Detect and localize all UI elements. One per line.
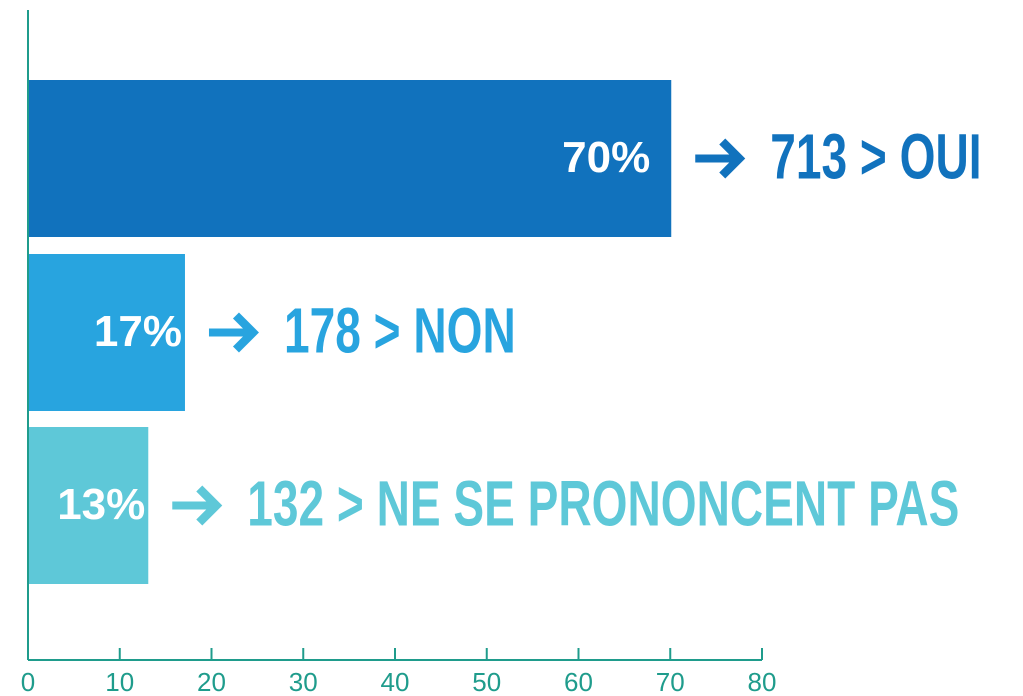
x-tick-label: 50 xyxy=(472,667,501,696)
arrow xyxy=(695,138,746,179)
x-tick-label: 80 xyxy=(748,667,777,696)
bar xyxy=(29,427,149,584)
bar xyxy=(29,254,185,411)
category-label: 178 > NON xyxy=(284,295,516,366)
x-tick-label: 20 xyxy=(197,667,226,696)
category-label: 132 > NE SE PRONONCENT PAS xyxy=(247,468,959,539)
arrow xyxy=(172,485,223,526)
category-label: 713 > OUI xyxy=(770,121,981,192)
x-tick-label: 70 xyxy=(656,667,685,696)
data-label: 13% xyxy=(57,480,145,529)
x-tick-label: 60 xyxy=(564,667,593,696)
x-tick-label: 10 xyxy=(105,667,134,696)
bar xyxy=(29,80,672,237)
x-tick-label: 40 xyxy=(381,667,410,696)
data-label: 70% xyxy=(562,133,650,182)
arrow xyxy=(208,312,259,353)
x-tick-label: 0 xyxy=(21,667,35,696)
x-tick-label: 30 xyxy=(289,667,318,696)
data-label: 17% xyxy=(94,307,182,356)
